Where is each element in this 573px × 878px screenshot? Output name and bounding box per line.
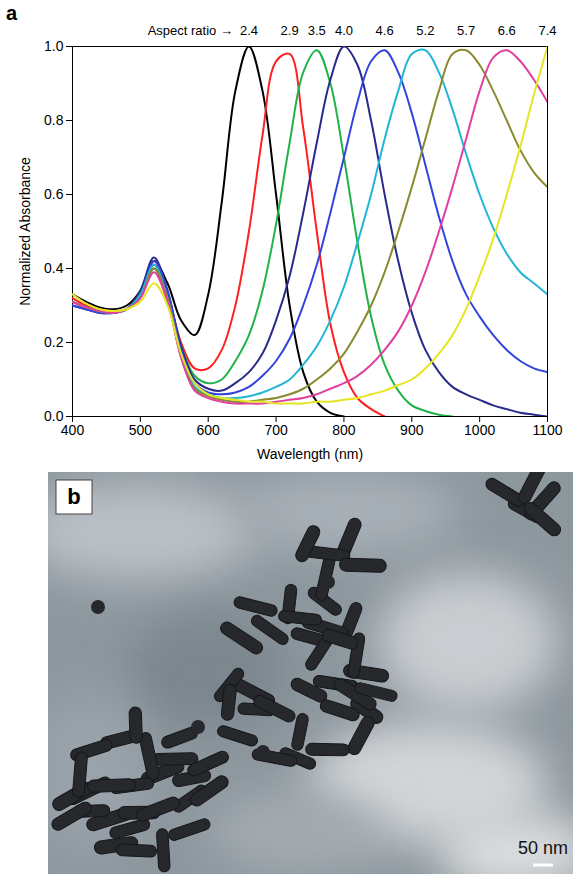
svg-text:6.6: 6.6	[498, 23, 516, 38]
svg-text:800: 800	[332, 422, 356, 438]
svg-text:5.7: 5.7	[457, 23, 475, 38]
svg-text:b: b	[67, 484, 80, 509]
svg-text:4.6: 4.6	[376, 23, 394, 38]
svg-text:2.4: 2.4	[240, 23, 258, 38]
svg-text:1.0: 1.0	[44, 38, 64, 54]
svg-text:1100: 1100	[532, 422, 562, 438]
svg-text:0.2: 0.2	[44, 334, 64, 350]
svg-text:Aspect ratio →: Aspect ratio →	[148, 23, 233, 38]
svg-text:0.6: 0.6	[44, 186, 64, 202]
svg-text:0.8: 0.8	[44, 112, 64, 128]
svg-text:0.0: 0.0	[44, 408, 64, 424]
svg-text:2.9: 2.9	[281, 23, 299, 38]
svg-text:5.2: 5.2	[416, 23, 434, 38]
svg-text:Wavelength (nm): Wavelength (nm)	[257, 446, 363, 462]
svg-text:1000: 1000	[464, 422, 495, 438]
svg-text:50 nm: 50 nm	[518, 838, 568, 858]
svg-text:700: 700	[264, 422, 288, 438]
svg-text:3.5: 3.5	[308, 23, 326, 38]
svg-text:900: 900	[400, 422, 424, 438]
html-text:a: a	[6, 2, 18, 24]
svg-text:500: 500	[129, 422, 153, 438]
svg-text:600: 600	[197, 422, 221, 438]
svg-text:400: 400	[61, 422, 85, 438]
svg-text:4.0: 4.0	[335, 23, 353, 38]
svg-text:7.4: 7.4	[538, 23, 556, 38]
svg-text:Normalized Absorbance: Normalized Absorbance	[17, 157, 33, 306]
svg-text:0.4: 0.4	[44, 260, 64, 276]
